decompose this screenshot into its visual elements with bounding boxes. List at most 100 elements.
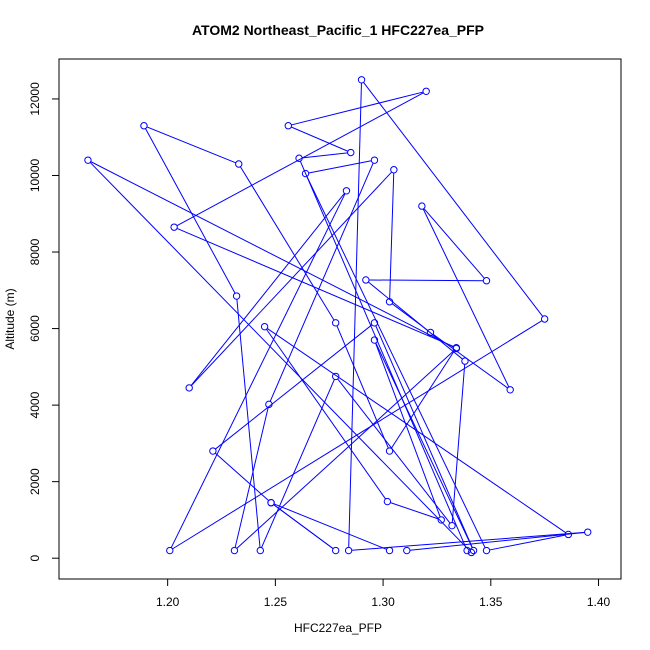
data-point <box>482 546 491 555</box>
y-axis: 0 2000 4000 6000 8000 10000 12000 <box>28 82 59 562</box>
data-point <box>370 336 379 344</box>
data-point <box>370 156 379 164</box>
data-point <box>403 546 411 555</box>
data-point <box>383 497 392 506</box>
data-point <box>385 447 394 455</box>
data-point <box>185 384 193 392</box>
y-axis-label: Altitude (m) <box>3 288 17 349</box>
series-segment <box>489 534 566 551</box>
series-segment <box>348 82 362 548</box>
data-point <box>232 292 241 300</box>
series-segment <box>336 325 389 449</box>
data-point <box>331 372 340 381</box>
data-point <box>260 322 269 331</box>
x-tick-label: 1.30 <box>371 595 395 609</box>
series-segment <box>234 407 269 548</box>
data-point <box>140 122 148 130</box>
series-segment <box>89 162 470 551</box>
series-segment <box>368 281 463 360</box>
y-tick-label: 4000 <box>28 391 42 418</box>
data-point <box>84 156 92 164</box>
series-segment <box>261 379 335 548</box>
series-segment <box>363 82 544 317</box>
series-segment <box>390 502 439 520</box>
series-segment <box>239 166 335 321</box>
x-tick-label: 1.25 <box>264 595 288 609</box>
data-point <box>342 187 351 195</box>
series-segment <box>266 328 567 534</box>
series-segment <box>273 503 387 550</box>
series-segment <box>337 378 451 524</box>
y-tick-label: 12000 <box>28 82 42 116</box>
data-point <box>357 76 366 84</box>
series-segment <box>299 161 467 548</box>
data-point <box>448 521 456 530</box>
series-segment <box>422 208 510 388</box>
y-tick-label: 0 <box>28 555 42 562</box>
series-segment <box>90 161 454 348</box>
series-segment <box>423 208 485 279</box>
data-point <box>385 546 394 555</box>
y-tick-label: 6000 <box>28 315 42 342</box>
data-point <box>170 223 178 231</box>
series-segment <box>215 324 373 450</box>
series-segment <box>236 350 455 549</box>
series-segment <box>451 364 466 523</box>
series-segment <box>291 91 424 126</box>
data-point <box>347 148 355 157</box>
series-segment <box>269 162 374 402</box>
series-segment <box>375 325 473 548</box>
series-segment <box>273 504 334 550</box>
series-segment <box>375 342 441 518</box>
data-point <box>301 169 310 178</box>
series-segment <box>190 192 345 386</box>
chart-title: ATOM2 Northeast_Pacific_1 HFC227ea_PFP <box>192 22 484 38</box>
data-point <box>256 546 264 555</box>
data-point <box>437 516 445 524</box>
x-tick-label: 1.35 <box>479 595 503 609</box>
series-segment <box>172 320 543 550</box>
data-point <box>422 87 430 95</box>
series-segment <box>375 342 473 548</box>
y-tick-label: 2000 <box>28 468 42 495</box>
data-point <box>418 202 426 210</box>
data-point <box>506 386 514 394</box>
y-tick-label: 8000 <box>28 238 42 265</box>
data-point <box>482 277 491 285</box>
data-point <box>584 528 592 536</box>
series-segment <box>214 452 270 501</box>
series-segment <box>389 172 395 299</box>
series-segment <box>308 160 372 174</box>
series-segment <box>176 227 454 347</box>
data-point <box>390 166 398 174</box>
data-point <box>230 546 239 555</box>
data-point <box>467 548 476 557</box>
series-segment <box>176 92 424 227</box>
data-point <box>331 546 340 555</box>
series-segment <box>291 126 349 152</box>
data-point <box>209 447 217 455</box>
series-lines <box>89 82 585 551</box>
data-point <box>362 276 370 284</box>
series-segment <box>302 152 348 159</box>
series-segment <box>369 279 484 282</box>
data-point <box>166 546 174 555</box>
data-point <box>469 546 478 555</box>
data-point <box>385 298 394 306</box>
y-tick-label: 10000 <box>28 158 42 192</box>
x-axis-label: HFC227ea_PFP <box>294 621 382 635</box>
data-point <box>235 160 243 168</box>
series-segment <box>146 126 236 164</box>
series-points <box>84 76 592 557</box>
data-point <box>267 499 275 507</box>
data-point <box>461 357 469 365</box>
data-point <box>331 319 340 327</box>
data-point <box>370 319 379 327</box>
series-segment <box>191 171 393 386</box>
plot-frame <box>58 58 622 580</box>
x-axis: 1.20 1.25 1.30 1.35 1.40 <box>156 579 611 609</box>
data-point <box>564 530 573 539</box>
data-point <box>540 315 549 323</box>
data-point <box>284 122 292 130</box>
